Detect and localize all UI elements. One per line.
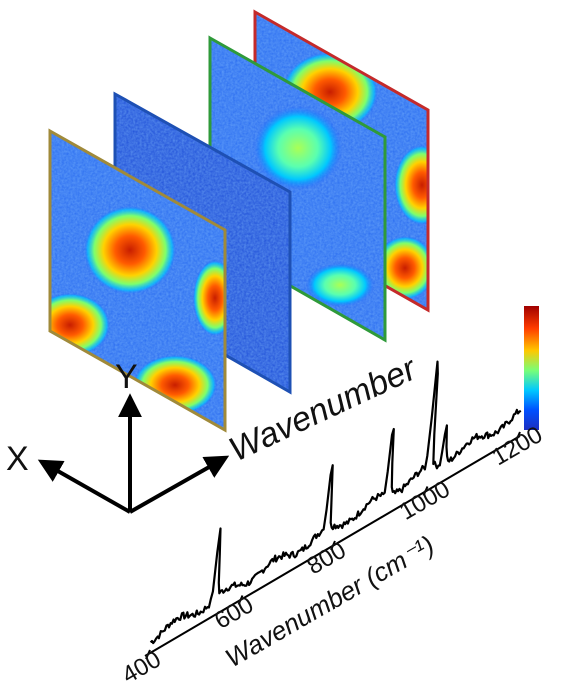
colorbar (524, 306, 539, 430)
spectrum-tick-label: 600 (210, 591, 258, 634)
spectrum-line (149, 360, 522, 645)
spectrum-tick-label: 400 (118, 646, 166, 689)
spectrum-tick-mark (515, 431, 521, 442)
x-axis-arrow (37, 459, 131, 514)
x-axis-label: X (6, 440, 29, 478)
spectrum-tick-label: 1000 (395, 476, 455, 526)
y-axis-label: Y (115, 358, 138, 396)
wavenumber-axis-arrow (129, 455, 230, 514)
spectrum-tick-mark (145, 649, 151, 660)
axes-3d (37, 393, 230, 514)
spectrum-tick-mark (422, 486, 429, 496)
spectrum-tick-mark (237, 595, 244, 605)
spectrum-tick-mark (330, 540, 336, 551)
spectrum-tick-label: 800 (303, 537, 351, 580)
